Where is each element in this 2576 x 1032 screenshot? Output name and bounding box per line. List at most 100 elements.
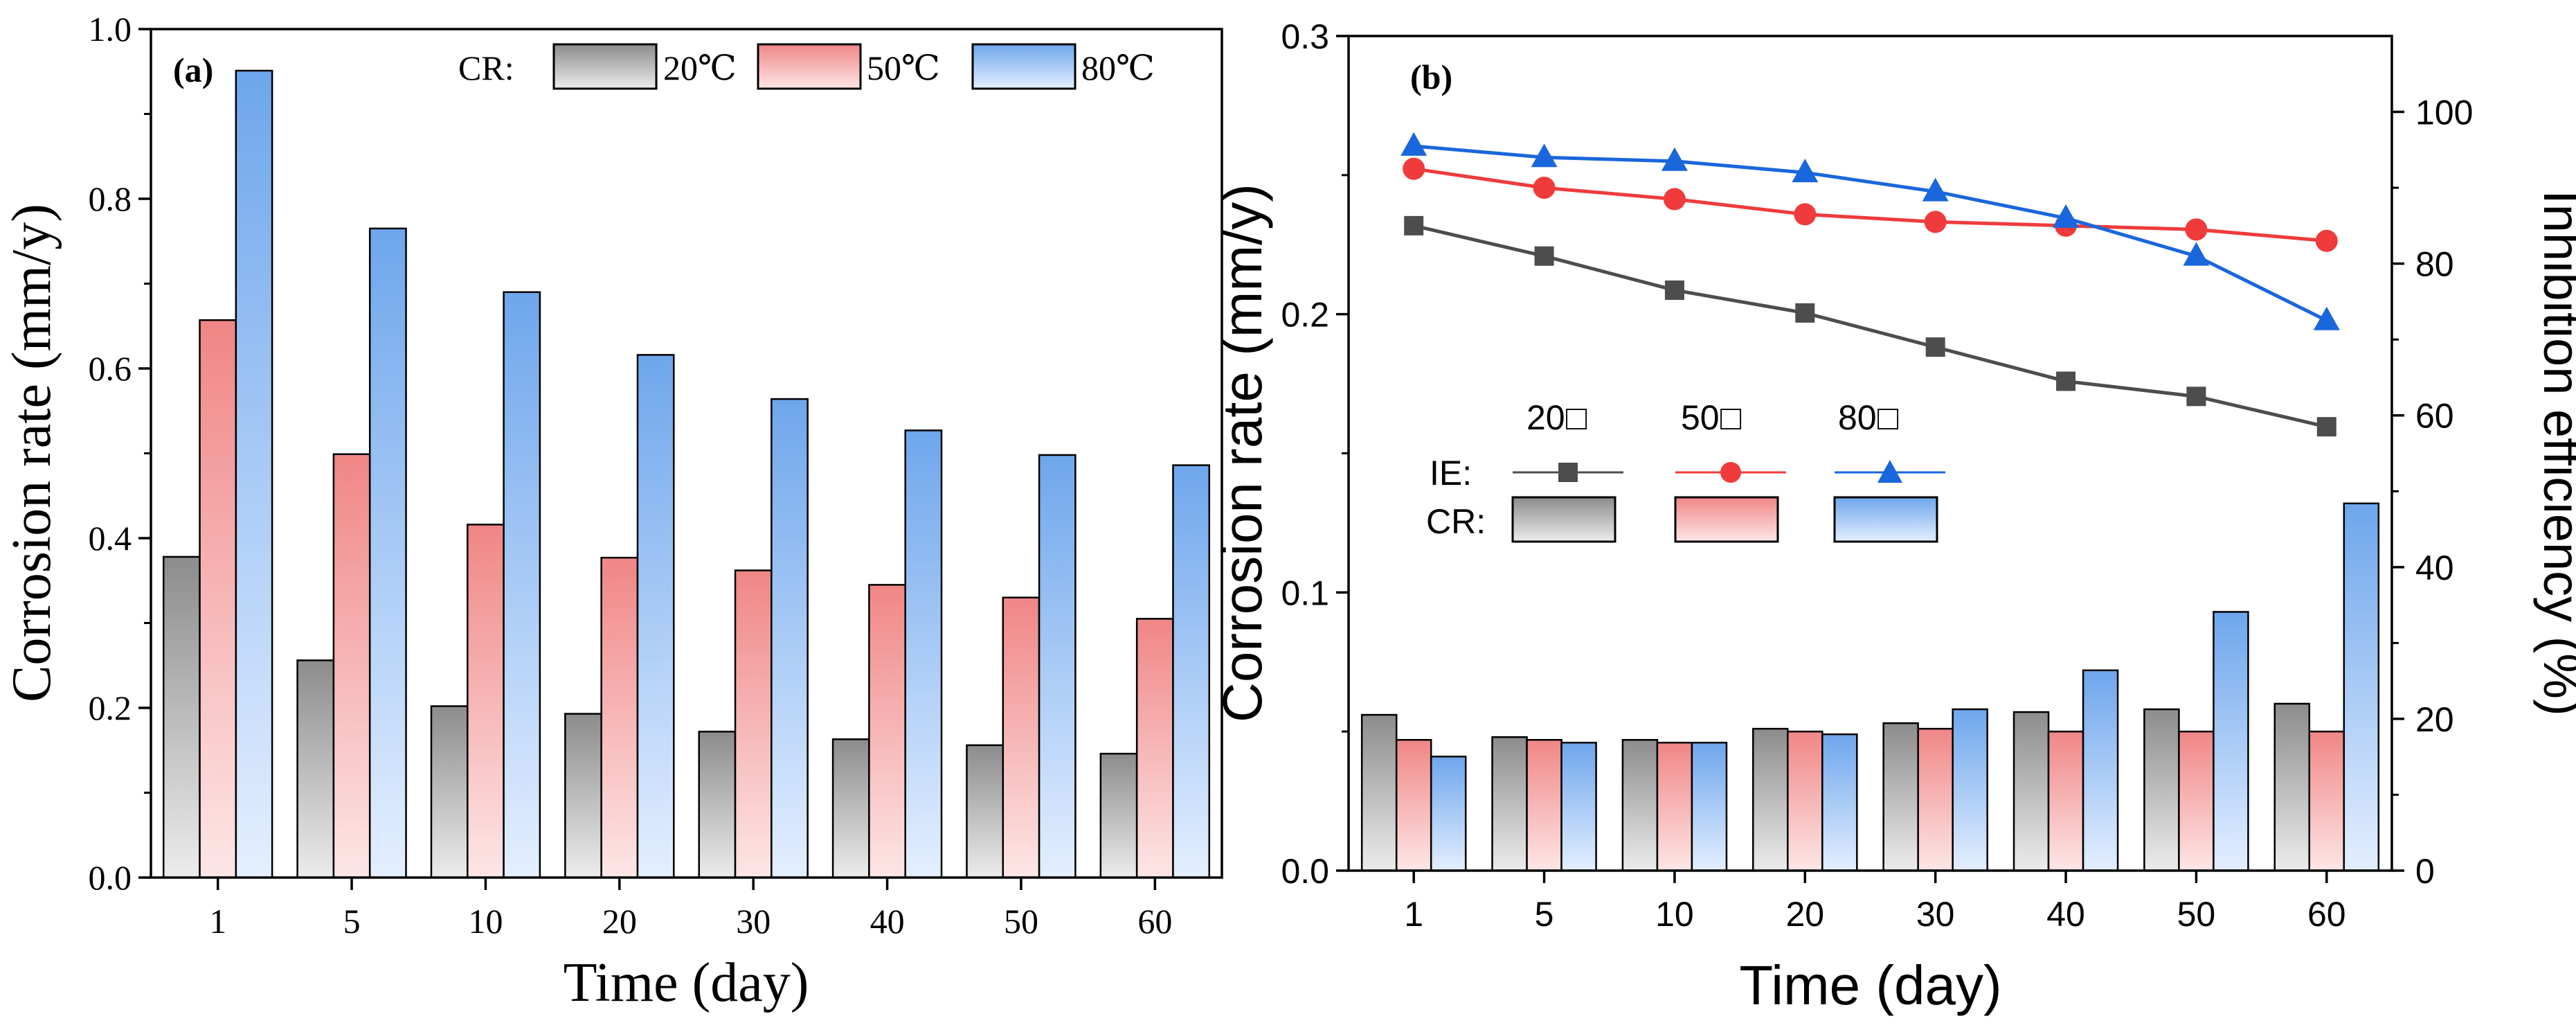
panel-b-ie-point-50-day-30 bbox=[1924, 211, 1947, 233]
panel-a-bar-80c-day-60 bbox=[1172, 464, 1211, 879]
panel-a-bar-80c-day-50 bbox=[1038, 454, 1077, 879]
panel-a-bar-80c-day-20 bbox=[636, 354, 675, 879]
panel-a-bar-20c-day-1 bbox=[162, 555, 201, 879]
panel-b-bar-20-day-1 bbox=[1360, 713, 1398, 872]
panel-b-ie-point-80-day-20 bbox=[1792, 159, 1819, 183]
panel-b-legend-ie-label: IE: bbox=[1430, 454, 1472, 492]
panel-a-bar-20c-day-40 bbox=[831, 738, 870, 879]
panel-b-bar-50-day-30 bbox=[1917, 727, 1954, 872]
panel-a-ytick-label-0.8: 0.8 bbox=[89, 179, 132, 218]
panel-b-ie-point-20-day-5 bbox=[1534, 246, 1554, 266]
panel-b-xtick-label-60: 60 bbox=[2307, 895, 2346, 934]
panel-b-ie-point-50-day-20 bbox=[1794, 203, 1817, 226]
panel-b-ytick-left-label-0.3: 0.3 bbox=[1281, 17, 1329, 56]
panel-b-ie-point-20-day-60 bbox=[2316, 417, 2336, 437]
panel-b-bar-20-day-30 bbox=[1882, 722, 1919, 872]
panel-b-xtick-label-1: 1 bbox=[1404, 895, 1423, 934]
panel-a-legend-label-50c: 50℃ bbox=[867, 48, 940, 87]
panel-b-legend-header-20-unit: □ bbox=[1566, 398, 1587, 437]
panel-b-ticks: 1 5 10 20 30 40 50 60 0.0 0.1 0.2 0.3 0 20 40 60 80 100 bbox=[1281, 17, 2473, 934]
panel-a-xtick-label-60: 60 bbox=[1137, 902, 1172, 941]
panel-a-ytick-label-0.2: 0.2 bbox=[89, 688, 132, 727]
panel-b-bar-80-day-20 bbox=[1821, 733, 1858, 872]
panel-b-ie-point-20-day-1 bbox=[1404, 215, 1424, 235]
panel-b-bars bbox=[1360, 502, 2380, 872]
panel-b-legend-header-50-unit: □ bbox=[1720, 398, 1742, 437]
panel-a-xtick-label-50: 50 bbox=[1004, 902, 1038, 941]
panel-b-bar-50-day-60 bbox=[2308, 730, 2345, 872]
panel-b-ie-point-20-day-10 bbox=[1664, 280, 1684, 300]
panel-b-ie-point-80-day-1 bbox=[1400, 132, 1427, 156]
panel-a-label: (a) bbox=[173, 51, 213, 89]
panel-b-legend-cr-label: CR: bbox=[1426, 502, 1486, 541]
panel-a-bar-50c-day-30 bbox=[734, 569, 773, 879]
panel-b-legend: 20 □ 50 □ 80 □ IE: CR: bbox=[1426, 398, 1945, 543]
panel-b-ie-point-80-day-5 bbox=[1531, 143, 1558, 168]
panel-a-bars bbox=[162, 69, 1211, 879]
panel-a-bar-50c-day-50 bbox=[1002, 596, 1041, 879]
panel-b-bar-50-day-40 bbox=[2047, 730, 2084, 872]
panel-a-legend-label-80c: 80℃ bbox=[1081, 48, 1155, 87]
panel-b-ie-point-50-day-60 bbox=[2315, 229, 2338, 252]
panel-b-ie-line-80 bbox=[1413, 144, 2327, 323]
panel-a-xtick-label-20: 20 bbox=[602, 902, 637, 941]
panel-a-bar-50c-day-10 bbox=[467, 524, 505, 879]
panel-b-ie-point-80-day-50 bbox=[2183, 242, 2210, 266]
panel-b-legend-header-80: 80 bbox=[1838, 398, 1877, 437]
panel-a-legend-swatch-80c bbox=[971, 43, 1077, 90]
panel-b-bar-80-day-30 bbox=[1952, 708, 1988, 872]
panel-a-bar-80c-day-40 bbox=[904, 429, 943, 879]
panel-b-ytick-left-label-0.2: 0.2 bbox=[1281, 296, 1329, 335]
panel-b-ytick-right-label-60: 60 bbox=[2415, 397, 2454, 436]
panel-b-xtick-label-10: 10 bbox=[1655, 895, 1694, 934]
panel-a-xtick-label-5: 5 bbox=[343, 902, 361, 941]
panel-b-legend-ie-marker-20 bbox=[1558, 463, 1578, 482]
panel-b-bar-80-day-10 bbox=[1691, 741, 1728, 872]
panel-b-ytick-right-label-100: 100 bbox=[2415, 94, 2473, 132]
panel-b-ie-point-80-day-10 bbox=[1661, 147, 1688, 171]
panel-b-ie-line-20 bbox=[1413, 224, 2327, 429]
panel-b-legend-ie-marker-50 bbox=[1720, 462, 1741, 483]
panel-a-legend-swatch-50c bbox=[757, 43, 862, 90]
panel-a-bar-80c-day-5 bbox=[368, 227, 407, 879]
panel-a-bar-20c-day-5 bbox=[296, 659, 335, 879]
panel-b-ie-point-20-day-20 bbox=[1795, 303, 1815, 323]
panel-b-xtick-label-50: 50 bbox=[2177, 895, 2216, 934]
panel-a-bar-50c-day-5 bbox=[332, 453, 371, 879]
panel-a-ytick-label-1.0: 1.0 bbox=[89, 10, 132, 48]
panel-b-bar-50-day-20 bbox=[1787, 730, 1823, 872]
panel-b-label: (b) bbox=[1410, 57, 1452, 96]
panel-a-bar-50c-day-40 bbox=[868, 584, 906, 879]
panel-b-ie-point-20-day-30 bbox=[1925, 337, 1945, 357]
panel-b-ie-point-20-day-40 bbox=[2056, 371, 2076, 391]
panel-b-ie-point-50-day-50 bbox=[2185, 218, 2208, 241]
panel-a-xtick-label-10: 10 bbox=[468, 902, 503, 941]
panel-b-ytick-left-label-0.1: 0.1 bbox=[1281, 573, 1329, 612]
panel-a-bar-80c-day-30 bbox=[771, 398, 809, 879]
panel-a-legend-title: CR: bbox=[458, 48, 514, 87]
panel-b-legend-ie-marker-80 bbox=[1877, 460, 1902, 483]
panel-b-legend-header-50: 50 bbox=[1681, 398, 1720, 437]
panel-a-bar-50c-day-1 bbox=[199, 319, 237, 879]
panel-b-bar-50-day-1 bbox=[1395, 738, 1432, 872]
panel-b-legend-cr-swatch-50 bbox=[1674, 496, 1779, 543]
panel-b-bar-50-day-5 bbox=[1526, 738, 1562, 872]
panel-b-ylabel-left: Corrosion rate (mm/y) bbox=[1212, 184, 1273, 722]
panel-b-legend-cr-swatch-20 bbox=[1511, 496, 1616, 543]
panel-a-ytick-label-0.6: 0.6 bbox=[89, 349, 132, 388]
panel-a-xtick-label-30: 30 bbox=[736, 902, 771, 941]
panel-a-bar-20c-day-30 bbox=[698, 731, 737, 879]
panel-b-bar-20-day-60 bbox=[2273, 702, 2311, 872]
panel-a-ytick-label-0.4: 0.4 bbox=[89, 519, 132, 558]
panel-a-bar-50c-day-60 bbox=[1135, 618, 1174, 879]
panel-b-ytick-right-label-80: 80 bbox=[2415, 245, 2454, 284]
panel-a-bar-80c-day-1 bbox=[235, 69, 273, 879]
panel-b-lines bbox=[1400, 132, 2340, 437]
panel-a-xtick-label-1: 1 bbox=[209, 902, 226, 941]
panel-b-bar-20-day-20 bbox=[1752, 727, 1789, 872]
panel-b-ytick-right-label-0: 0 bbox=[2415, 852, 2435, 891]
panel-b-ie-point-80-day-60 bbox=[2313, 306, 2340, 330]
panel-b: 1 5 10 20 30 40 50 60 0.0 0.1 0.2 0.3 0 20 40 60 80 100 (… bbox=[1212, 17, 2576, 1016]
panel-b-ie-line-50 bbox=[1413, 167, 2327, 243]
